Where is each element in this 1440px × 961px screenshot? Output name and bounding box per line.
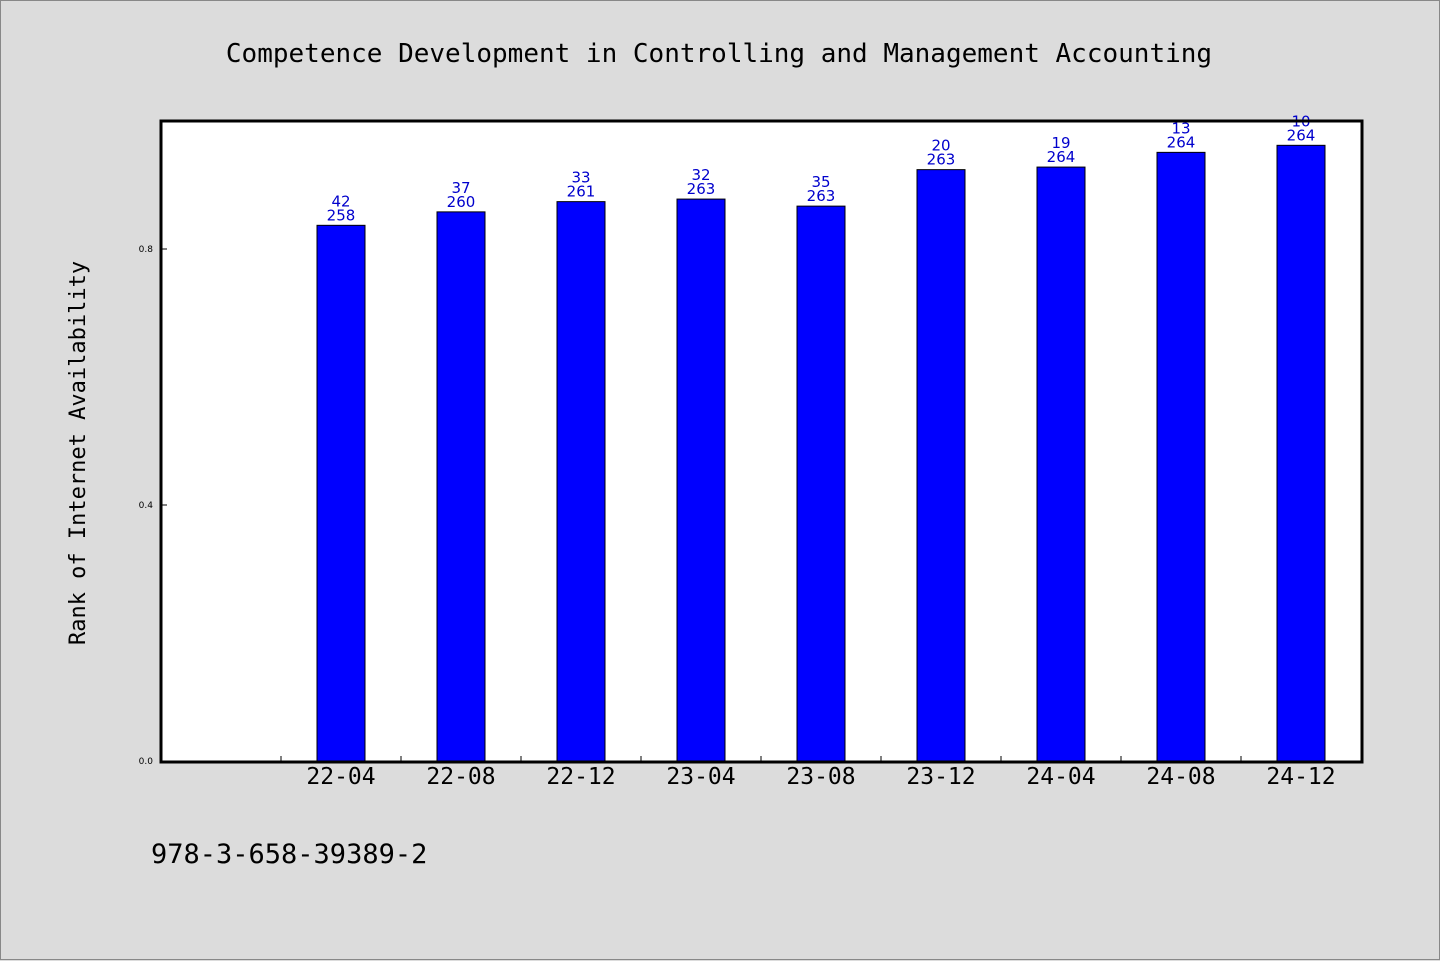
bar-total-label: 263	[807, 187, 836, 205]
bar-rank-label: 32	[691, 166, 710, 184]
bar-rank-label: 19	[1051, 134, 1070, 152]
bar-total-label: 264	[1287, 126, 1316, 144]
bar	[436, 211, 486, 762]
x-tick-label: 22-12	[546, 764, 615, 790]
x-tick-label: 23-04	[666, 764, 735, 790]
bar-total-label: 264	[1047, 148, 1076, 166]
bar	[916, 169, 966, 762]
x-tick-label: 24-08	[1146, 764, 1215, 790]
y-axis-label: Rank of Internet Availability	[66, 261, 91, 645]
bar	[1036, 166, 1086, 762]
bar-total-label: 260	[447, 193, 476, 211]
x-tick-label: 23-12	[906, 764, 975, 790]
bar	[676, 198, 726, 762]
bar	[556, 201, 606, 762]
bar	[316, 224, 366, 762]
bars-layer	[316, 144, 1326, 762]
y-tick-label: 0.0	[139, 757, 154, 767]
bar-rank-label: 37	[451, 179, 470, 197]
bar-total-label: 264	[1167, 133, 1196, 151]
bar-total-label: 263	[687, 180, 716, 198]
bar	[1156, 151, 1206, 762]
bar	[796, 205, 846, 762]
x-tick-label: 22-08	[426, 764, 495, 790]
plot-border	[159, 119, 1364, 764]
bar-total-label: 263	[927, 151, 956, 169]
bar-rank-label: 33	[571, 169, 590, 187]
bar-rank-label: 13	[1171, 119, 1190, 137]
isbn-text: 978-3-658-39389-2	[151, 839, 427, 870]
bar-rank-label: 20	[931, 137, 950, 155]
x-tick-label: 24-12	[1266, 764, 1335, 790]
bar-rank-label: 35	[811, 173, 830, 191]
y-tick-label: 0.8	[139, 245, 154, 255]
bar	[1276, 144, 1326, 762]
x-tick-label: 23-08	[786, 764, 855, 790]
bar-rank-label: 42	[331, 192, 350, 210]
x-tick-label: 24-04	[1026, 764, 1095, 790]
y-tick-label: 0.4	[139, 501, 154, 511]
x-tick-label: 22-04	[306, 764, 375, 790]
chart-title: Competence Development in Controlling an…	[226, 39, 1212, 69]
bar-total-label: 258	[327, 206, 356, 224]
x-ticks-layer: 22-04 22-08 22-12 23-04 23-08 23-12 24-04 24-08…	[280, 756, 1362, 790]
bar-total-label: 261	[567, 183, 596, 201]
